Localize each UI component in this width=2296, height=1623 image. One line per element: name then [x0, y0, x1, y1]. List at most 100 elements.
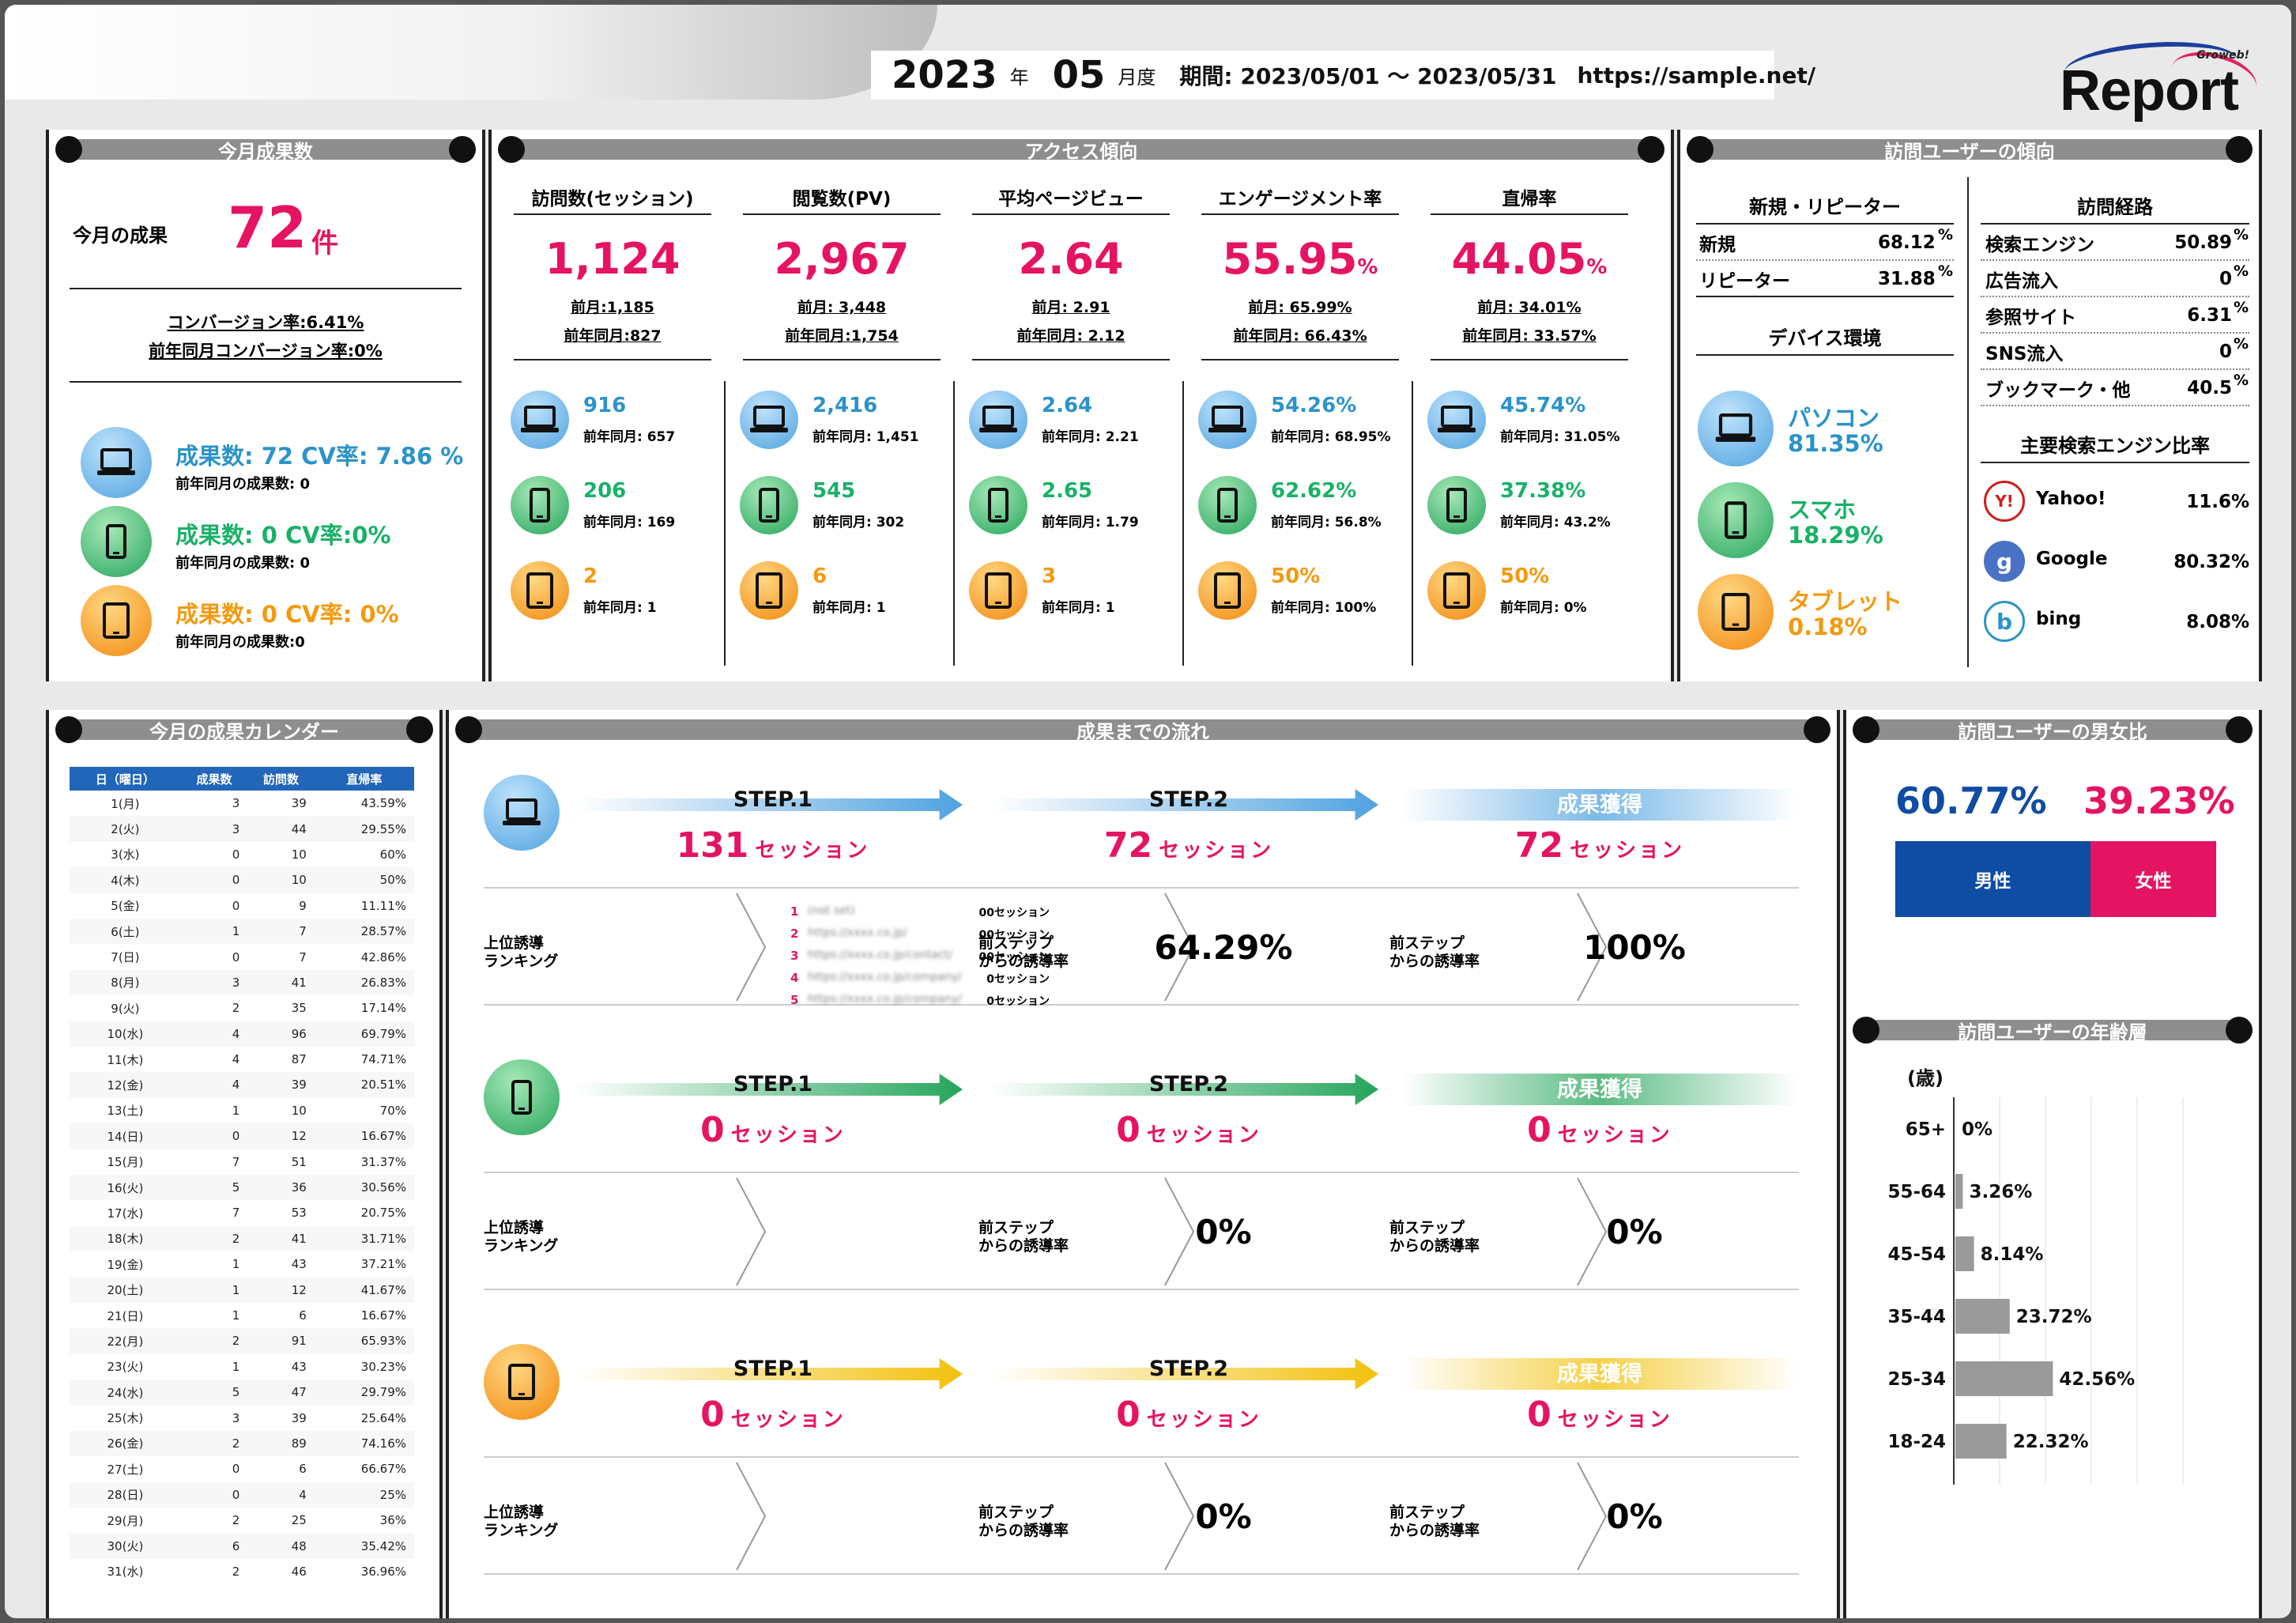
- access-col-title: エンゲージメント率: [1218, 189, 1382, 209]
- calendar-cell: 17.14%: [360, 1001, 406, 1016]
- ranking-url[interactable]: https://xxxx.co.jp/: [808, 927, 907, 939]
- calendar-cell: 2(火): [70, 816, 181, 842]
- phone-icon: [81, 506, 152, 577]
- calendar-cell: 2: [232, 1513, 240, 1528]
- calendar-row: 13(土) 1 10 70%: [70, 1098, 414, 1123]
- calendar-row: 15(月) 7 51 31.37%: [70, 1149, 414, 1174]
- access-device-value: 545: [812, 479, 856, 503]
- age-panel-title: 訪問ユーザーの年齢層: [1958, 1021, 2147, 1044]
- access-col-value: 44.05: [1451, 234, 1587, 284]
- ranking-url[interactable]: https://xxxx.co.jp/company/: [808, 993, 962, 1006]
- ranking-url[interactable]: (not set): [808, 904, 855, 917]
- calendar-cell: 20.51%: [314, 1072, 414, 1098]
- ranking-url[interactable]: https://xxxx.co.jp/contact/: [808, 949, 952, 961]
- flow-panel: 成果までの流れ STEP.1 131 セッション STEP.2 72 セッション 成果獲得 7…: [446, 710, 1840, 1618]
- route-value: 6.31: [2187, 305, 2232, 326]
- age-bar: [1955, 1174, 1963, 1209]
- laptop-icon: [511, 391, 569, 449]
- divider: [1696, 259, 1954, 261]
- calendar-cell: 12: [247, 1123, 315, 1149]
- phone-icon: [1698, 482, 1774, 558]
- calendar-header-cell: 日（曜日）: [70, 767, 181, 791]
- calendar-row: 3(水) 0 10 60%: [70, 842, 414, 867]
- flow-session-count: 72: [1514, 825, 1564, 866]
- access-device-prev: 前年同月: 1: [812, 600, 886, 616]
- column-divider: [1182, 381, 1184, 666]
- calendar-cell: 91: [247, 1328, 315, 1354]
- calendar-cell: 31.71%: [314, 1225, 414, 1252]
- calendar-cell: 11(木): [107, 1052, 144, 1067]
- phone-icon: [511, 476, 569, 534]
- flow-session-count: 0: [1116, 1395, 1140, 1435]
- flow-step-label: STEP.2: [1148, 787, 1229, 812]
- divider: [1201, 359, 1399, 360]
- calendar-row: 30(火) 6 48 35.42%: [70, 1533, 414, 1559]
- flow-step-label: STEP.2: [1148, 1072, 1229, 1096]
- header-dot-icon: [2226, 136, 2253, 163]
- route-unit: %: [2234, 226, 2249, 243]
- results-device-laptop: [81, 427, 152, 498]
- access-col-unit: %: [1357, 255, 1378, 279]
- calendar-cell: 11.11%: [360, 898, 406, 913]
- route-value: 0: [2219, 269, 2232, 289]
- new-value: 68.12: [1878, 232, 1936, 253]
- access-panel: アクセス傾向 訪問数(セッション) 1,124 前月:1,185 前年同月:827 91…: [488, 130, 1674, 681]
- visitor-panel-header: 訪問ユーザーの傾向: [1680, 136, 2259, 163]
- flow-step-label: STEP.1: [733, 1357, 813, 1381]
- device-pc-label: パソコン: [1788, 405, 1880, 432]
- flow-rate-label: 前ステップ からの誘導率: [1389, 1219, 1480, 1255]
- flow-session-unit: セッション: [730, 1123, 846, 1147]
- flow-session-unit: セッション: [1159, 839, 1274, 862]
- flow-rate-value: 64.29%: [1154, 928, 1293, 967]
- engine-glyph: g: [1996, 548, 2013, 575]
- header-dot-icon: [449, 136, 476, 163]
- age-value-label: 8.14%: [1981, 1244, 2044, 1265]
- calendar-cell: 0: [232, 949, 240, 964]
- access-prev-year: 前年同月: 33.57%: [1462, 327, 1597, 345]
- flow-panel-title: 成果までの流れ: [1076, 720, 1209, 743]
- calendar-cell: 2: [180, 1430, 248, 1457]
- calendar-panel-title: 今月の成果カレンダー: [149, 720, 339, 743]
- calendar-cell: 25: [291, 1513, 307, 1528]
- calendar-cell: 18(木): [70, 1225, 181, 1252]
- flow-session-unit: セッション: [1146, 1408, 1261, 1432]
- access-prev-month: 前月: 3,448: [797, 299, 887, 316]
- calendar-cell: 2: [180, 1328, 248, 1354]
- ranking-count: 00セッション: [978, 951, 1050, 964]
- tablet-icon: [740, 561, 798, 620]
- calendar-cell: 7: [232, 1206, 240, 1221]
- access-device-prev: 前年同月: 1.79: [1042, 515, 1139, 530]
- flow-session-unit: セッション: [730, 1408, 846, 1432]
- ranking-url[interactable]: https://xxxx.co.jp/company/: [808, 971, 962, 983]
- results-count: 72: [228, 194, 307, 261]
- calendar-cell: 3: [232, 796, 240, 811]
- report-logo: Groweb! Report: [2052, 36, 2262, 123]
- flow-rate-label: 前ステップ からの誘導率: [978, 1219, 1069, 1255]
- calendar-row: 7(日) 0 7 42.86%: [70, 944, 414, 969]
- visitor-panel: 訪問ユーザーの傾向 新規・リピーター 新規 68.12 % リピーター 31.8…: [1677, 130, 2262, 681]
- calendar-cell: 29(月): [107, 1513, 144, 1528]
- ranking-count: 00セッション: [978, 929, 1050, 942]
- results-count-unit: 件: [311, 228, 338, 259]
- calendar-table: 日（曜日） 成果数 訪問数 直帰率 1(月) 3 39 43.59% 2(火) 3 44 29.55…: [70, 767, 414, 1584]
- results-label: 今月の成果: [73, 225, 168, 247]
- calendar-cell: 65.93%: [314, 1328, 414, 1354]
- site-url[interactable]: https://sample.net/: [1577, 62, 1816, 89]
- flow-step-label: STEP.2: [1148, 1357, 1229, 1381]
- divider: [1696, 296, 1954, 297]
- calendar-cell: 3: [180, 969, 248, 996]
- divider: [1431, 213, 1628, 215]
- calendar-row: 22(月) 2 91 65.93%: [70, 1328, 414, 1354]
- laptop-icon: [740, 391, 798, 449]
- calendar-row: 5(金) 0 9 11.11%: [70, 893, 414, 919]
- calendar-cell: 22(月): [70, 1328, 181, 1354]
- divider: [1981, 223, 2249, 225]
- route-value: 50.89: [2174, 232, 2232, 253]
- flow-ranking-label: 上位誘導 ランキング: [484, 1219, 559, 1255]
- google-icon: g: [1984, 541, 2025, 582]
- route-title: 訪問経路: [2077, 196, 2153, 218]
- access-col-title: 閲覧数(PV): [792, 189, 892, 209]
- calendar-cell: 26(金): [70, 1430, 181, 1457]
- calendar-cell: 24(水): [70, 1379, 181, 1406]
- calendar-cell: 7: [299, 949, 307, 964]
